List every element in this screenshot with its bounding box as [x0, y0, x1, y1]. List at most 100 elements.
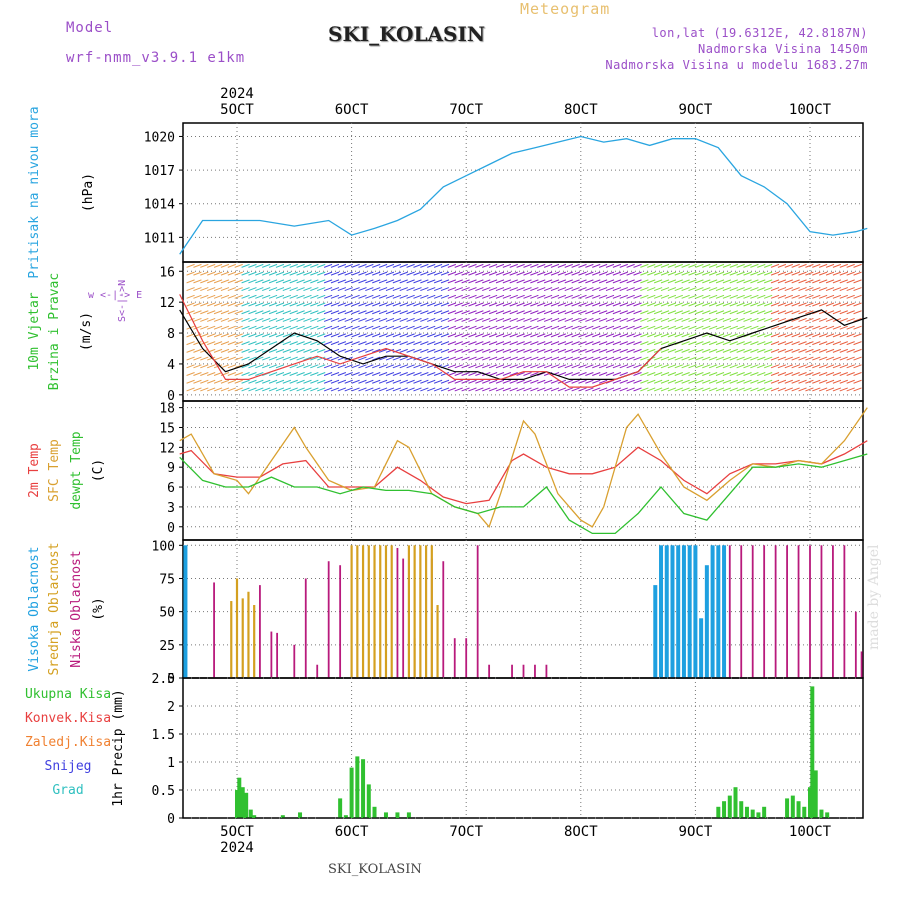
wind-barb [757, 271, 766, 276]
temperature-series-2 [179, 453, 868, 535]
wind-barb [653, 356, 663, 361]
wind-barb [365, 325, 374, 330]
wind-barb [509, 279, 518, 284]
wind-barb [626, 279, 635, 284]
wind-barb [763, 356, 773, 361]
wind-barb [433, 387, 443, 392]
wind-barb [454, 325, 463, 330]
wind-barb [763, 279, 773, 284]
wind-barb [495, 387, 505, 392]
ytick-label-wind: 12 [159, 296, 175, 311]
wind-barb [798, 356, 807, 361]
wind-barb [543, 287, 553, 292]
wind-barb [207, 271, 216, 276]
cloud-mid-bar [390, 545, 393, 678]
cloud-high-bar [659, 545, 664, 678]
wind-barb [227, 364, 237, 369]
precip-bar [808, 787, 812, 818]
wind-barb [660, 287, 670, 292]
wind-barb [447, 379, 457, 384]
wind-barb [674, 372, 683, 376]
wind-barb [351, 379, 360, 384]
wind-barb [220, 287, 230, 292]
wind-barb [757, 341, 766, 346]
wind-barb [310, 356, 319, 361]
ytick-label-precip: 2.5 [152, 672, 175, 687]
wind-barb [213, 317, 223, 322]
wind-barb [475, 379, 484, 384]
wind-barb [344, 372, 353, 376]
wind-barb [798, 302, 807, 307]
wind-barb [372, 379, 381, 384]
wind-barb [234, 263, 243, 268]
wind-barb [275, 317, 285, 322]
wind-barb [303, 379, 312, 384]
ytick-label-wind: 16 [159, 265, 175, 280]
wind-barb [653, 302, 663, 307]
ytick-label-temperature: 9 [167, 461, 175, 476]
wind-barb [839, 325, 848, 330]
wind-barb [461, 333, 470, 338]
wind-barb [440, 348, 450, 353]
precip-bar [383, 812, 388, 818]
wind-barb [440, 379, 450, 384]
wind-barb [296, 294, 305, 299]
wind-barb [323, 372, 333, 376]
wind-barb [784, 372, 793, 376]
wind-barb [598, 271, 608, 276]
wind-barb [385, 379, 395, 384]
wind-barb [647, 379, 656, 384]
axis-label-cloud: (%) [91, 597, 106, 620]
wind-barb [791, 364, 800, 369]
precip-bar [237, 777, 242, 818]
wind-barb [812, 325, 821, 330]
model-name: wrf-nmm_v3.9.1 e1km [66, 50, 246, 66]
temperature-series-0 [179, 440, 868, 505]
wind-barb [454, 287, 463, 292]
wind-barb [488, 356, 498, 361]
wind-barb [695, 271, 704, 276]
wind-barb [791, 310, 800, 315]
wind-barb [248, 310, 257, 315]
wind-barb [227, 302, 237, 307]
cloud-low-bar [728, 545, 731, 678]
wind-barb [516, 263, 525, 268]
wind-barb [770, 294, 780, 299]
wind-barb [248, 325, 257, 330]
wind-barb [653, 294, 663, 299]
wind-barb [365, 333, 374, 338]
wind-barb [406, 279, 415, 284]
wind-barb [427, 287, 436, 292]
cloud-low-bar [465, 638, 468, 678]
wind-barb [378, 379, 388, 384]
wind-barb [289, 310, 298, 315]
wind-barb [626, 341, 635, 346]
wind-barb [695, 263, 704, 268]
wind-barb [605, 364, 615, 369]
wind-barb [564, 333, 573, 338]
wind-barb [440, 302, 450, 307]
wind-barb [653, 263, 663, 268]
wind-barb [406, 294, 415, 299]
wind-barb [392, 263, 402, 268]
wind-barb [516, 364, 525, 369]
axis-label-wind: (m/s) [79, 312, 94, 351]
wind-barb [818, 287, 828, 292]
wind-barb [530, 325, 539, 330]
wind-barb [640, 302, 649, 307]
cloud-high-bar [681, 545, 686, 678]
wind-barb [537, 341, 546, 346]
wind-barb [750, 356, 759, 361]
wind-barb [330, 317, 340, 322]
wind-barb [681, 387, 690, 392]
wind-barb [674, 310, 683, 315]
wind-barb [392, 325, 402, 330]
panel-frame-pressure [182, 122, 864, 263]
wind-barb [784, 271, 793, 276]
wind-barb [186, 379, 195, 384]
wind-barb [248, 279, 257, 284]
wind-barb [640, 348, 649, 353]
wind-barb [310, 348, 319, 353]
wind-barb [227, 325, 237, 330]
wind-barb [598, 279, 608, 284]
